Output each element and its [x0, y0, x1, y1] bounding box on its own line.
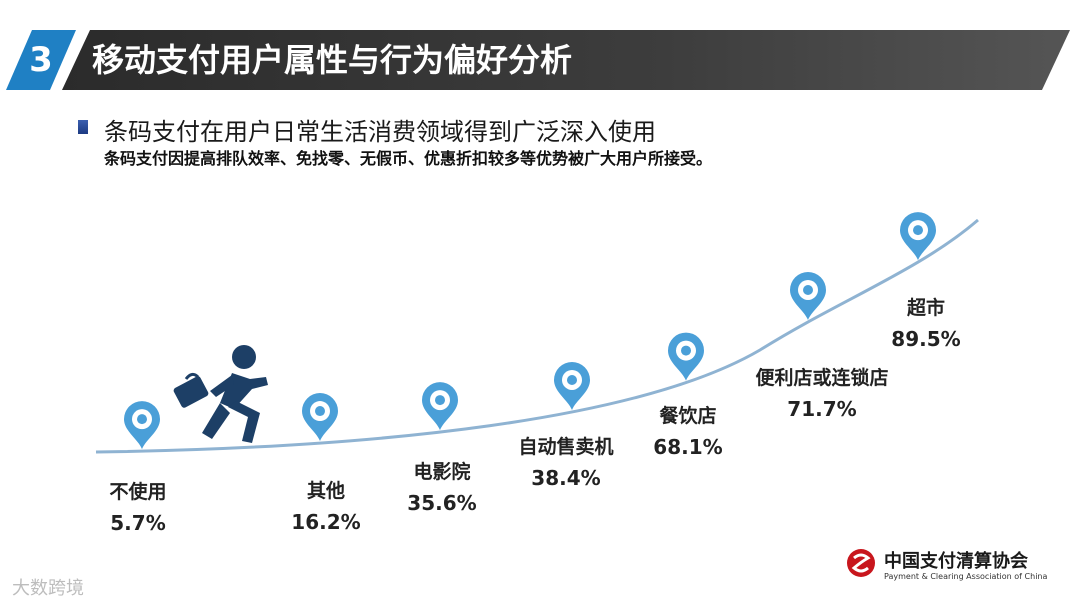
value-label: 68.1%	[653, 435, 722, 459]
subtitle-note: 条码支付因提高排队效率、免找零、无假币、优惠折扣较多等优势被广大用户所接受。	[104, 149, 713, 168]
value-label: 5.7%	[110, 511, 165, 535]
org-name-cn: 中国支付清算协会	[884, 551, 1028, 572]
bullet-square-icon	[78, 120, 88, 134]
watermark: 大数跨境	[12, 578, 84, 599]
value-label: 89.5%	[891, 327, 960, 351]
trend-curve	[95, 218, 979, 454]
location-pin-icon	[900, 212, 936, 261]
category-label: 其他	[307, 479, 345, 502]
running-businessman-icon	[173, 345, 268, 443]
org-name-en: Payment & Clearing Association of China	[884, 572, 1048, 581]
category-label: 便利店或连锁店	[755, 366, 888, 389]
header-bar	[62, 30, 1070, 90]
location-pin-icon	[124, 401, 160, 450]
category-label: 自动售卖机	[518, 435, 613, 458]
category-label: 不使用	[109, 481, 166, 503]
location-pin-icon	[302, 393, 338, 442]
value-label: 35.6%	[407, 491, 476, 515]
value-label: 16.2%	[291, 510, 360, 534]
location-pin-icon	[554, 361, 590, 410]
category-label: 餐饮店	[659, 404, 716, 427]
value-label: 71.7%	[787, 397, 856, 421]
category-label: 电影院	[413, 460, 470, 483]
subtitle: 条码支付在用户日常生活消费领域得到广泛深入使用	[104, 118, 656, 146]
pcac-logo-icon	[847, 549, 875, 577]
category-label: 超市	[906, 296, 945, 319]
location-pin-icon	[790, 271, 826, 320]
page-title: 移动支付用户属性与行为偏好分析	[92, 41, 573, 79]
location-pin-icon	[422, 382, 458, 431]
value-label: 38.4%	[531, 466, 600, 490]
location-pin-icon	[668, 332, 704, 381]
